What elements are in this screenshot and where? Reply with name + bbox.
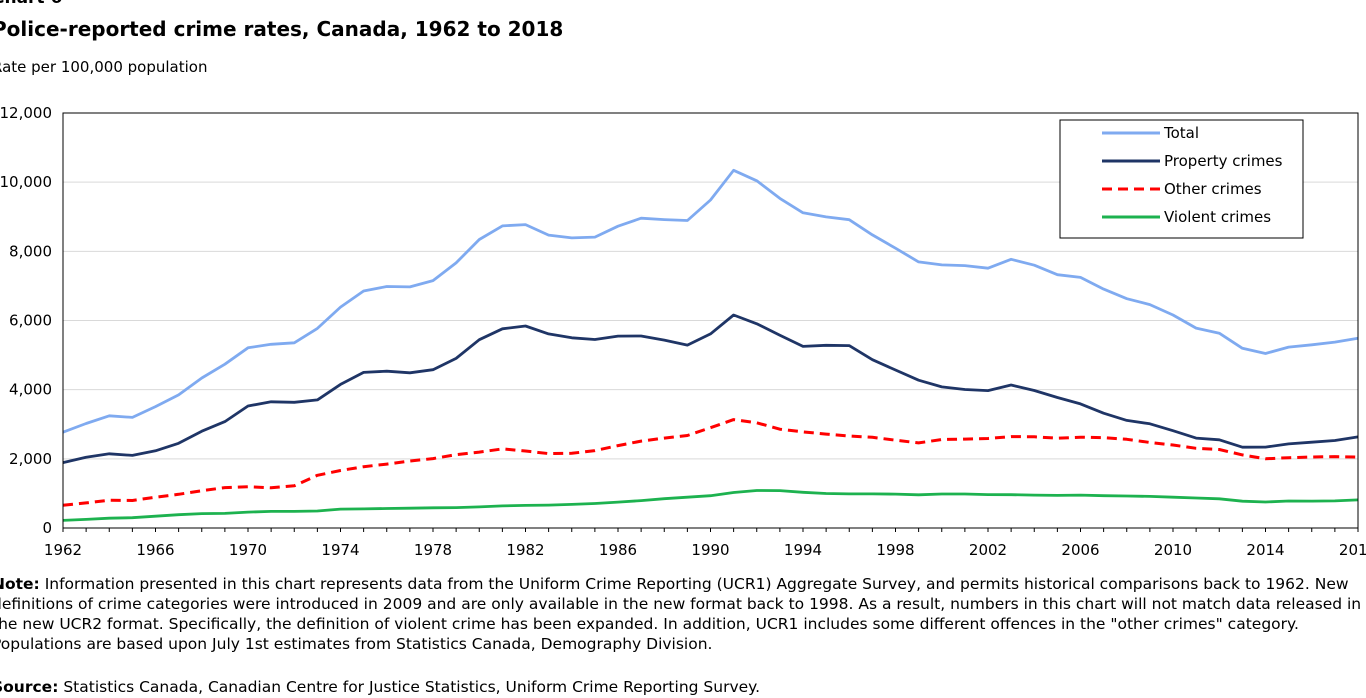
x-tick-label: 1982	[506, 541, 544, 559]
plot-frame	[62, 112, 1359, 529]
x-tick-label: 2002	[969, 541, 1007, 559]
y-tick-label: 12,000	[0, 104, 52, 122]
chart-label: Chart 6	[0, 0, 62, 8]
y-tick-label: 0	[42, 519, 52, 537]
legend-label: Violent crimes	[1164, 208, 1271, 226]
y-tick-label: 2,000	[9, 450, 52, 468]
y-tick-label: 10,000	[0, 173, 52, 191]
chart-source: Source: Statistics Canada, Canadian Cent…	[0, 677, 1364, 697]
x-tick-label: 1966	[136, 541, 174, 559]
legend-label: Other crimes	[1164, 180, 1262, 198]
x-tick-label: 2006	[1061, 541, 1099, 559]
legend-box	[1059, 119, 1304, 239]
y-tick-label: 8,000	[9, 242, 52, 260]
chart-note: Note: Information presented in this char…	[0, 574, 1364, 654]
x-tick-label: 2010	[1154, 541, 1192, 559]
legend-label: Property crimes	[1164, 152, 1283, 170]
x-tick-label: 2018	[1339, 541, 1366, 559]
x-tick-label: 1990	[691, 541, 729, 559]
x-tick-label: 1986	[599, 541, 637, 559]
series-line-other-crimes	[62, 418, 1359, 507]
x-axis-ticks: 1962 1966 1970 1974 1978 1982 1986 1990 1994 1998…	[44, 528, 1366, 559]
x-tick-label: 2014	[1246, 541, 1284, 559]
source-label: Source:	[0, 678, 59, 696]
x-tick-label: 1994	[784, 541, 822, 559]
legend: Total Property crimes Other crimes Violent …	[1059, 119, 1304, 239]
x-tick-label: 1998	[876, 541, 914, 559]
y-axis-unit-label: Rate per 100,000 population	[0, 58, 208, 76]
x-tick-label: 1978	[414, 541, 452, 559]
note-label: Note:	[0, 575, 40, 593]
series-line-violent-crimes	[62, 489, 1359, 522]
series-lines	[62, 168, 1359, 522]
y-tick-label: 4,000	[9, 381, 52, 399]
y-tick-label: 6,000	[9, 312, 52, 330]
x-tick-label: 1970	[229, 541, 267, 559]
y-axis-ticks: 0 2,000 4,000 6,000 8,000 10,000 12,000	[0, 104, 52, 537]
legend-label: Total	[1163, 124, 1199, 142]
x-tick-label: 1962	[44, 541, 82, 559]
note-text: Information presented in this chart repr…	[0, 575, 1362, 653]
x-tick-label: 1974	[321, 541, 359, 559]
series-line-property-crimes	[62, 313, 1359, 464]
source-text: Statistics Canada, Canadian Centre for J…	[63, 678, 761, 696]
series-line-total	[62, 168, 1359, 434]
chart-title: Police-reported crime rates, Canada, 196…	[0, 17, 564, 41]
